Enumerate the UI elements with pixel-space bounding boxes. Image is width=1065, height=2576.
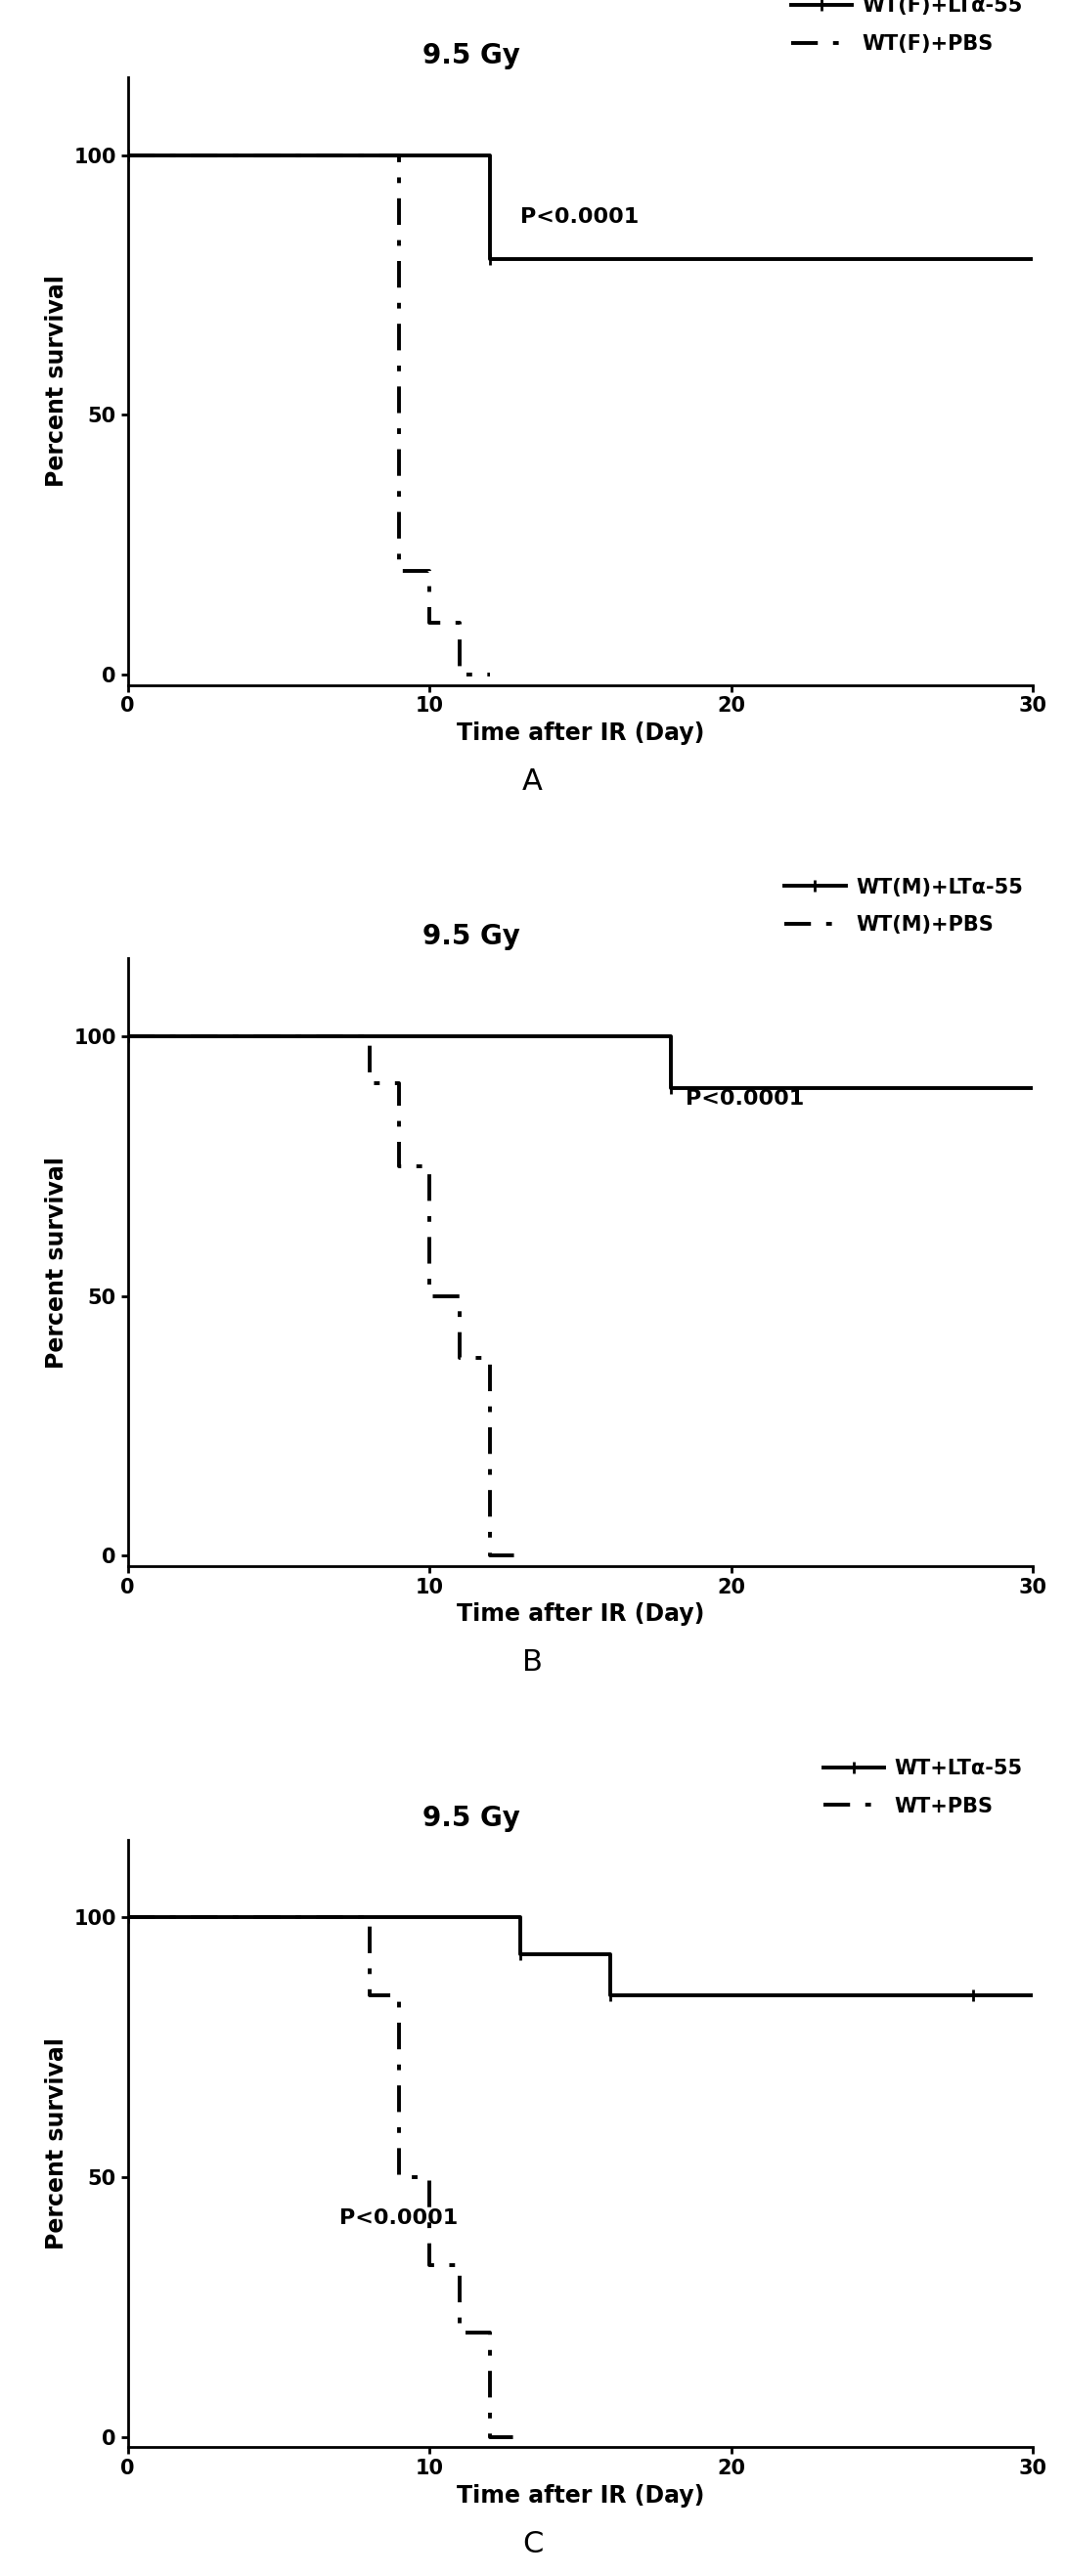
Text: P<0.0001: P<0.0001	[339, 2208, 458, 2228]
Text: P<0.0001: P<0.0001	[686, 1090, 805, 1108]
Text: A: A	[522, 768, 543, 796]
Text: C: C	[522, 2530, 543, 2558]
Y-axis label: Percent survival: Percent survival	[45, 2038, 68, 2249]
X-axis label: Time after IR (Day): Time after IR (Day)	[457, 1602, 704, 1625]
Legend: WT(F)+LTα-55, WT(F)+PBS: WT(F)+LTα-55, WT(F)+PBS	[791, 0, 1022, 54]
Text: B: B	[522, 1649, 543, 1677]
Title: 9.5 Gy: 9.5 Gy	[423, 1803, 521, 1832]
Y-axis label: Percent survival: Percent survival	[45, 276, 68, 487]
Text: P<0.0001: P<0.0001	[520, 209, 639, 227]
Y-axis label: Percent survival: Percent survival	[45, 1157, 68, 1368]
Title: 9.5 Gy: 9.5 Gy	[423, 922, 521, 951]
X-axis label: Time after IR (Day): Time after IR (Day)	[457, 721, 704, 744]
Legend: WT+LTα-55, WT+PBS: WT+LTα-55, WT+PBS	[823, 1759, 1022, 1816]
Legend: WT(M)+LTα-55, WT(M)+PBS: WT(M)+LTα-55, WT(M)+PBS	[785, 878, 1022, 935]
Title: 9.5 Gy: 9.5 Gy	[423, 41, 521, 70]
X-axis label: Time after IR (Day): Time after IR (Day)	[457, 2483, 704, 2506]
